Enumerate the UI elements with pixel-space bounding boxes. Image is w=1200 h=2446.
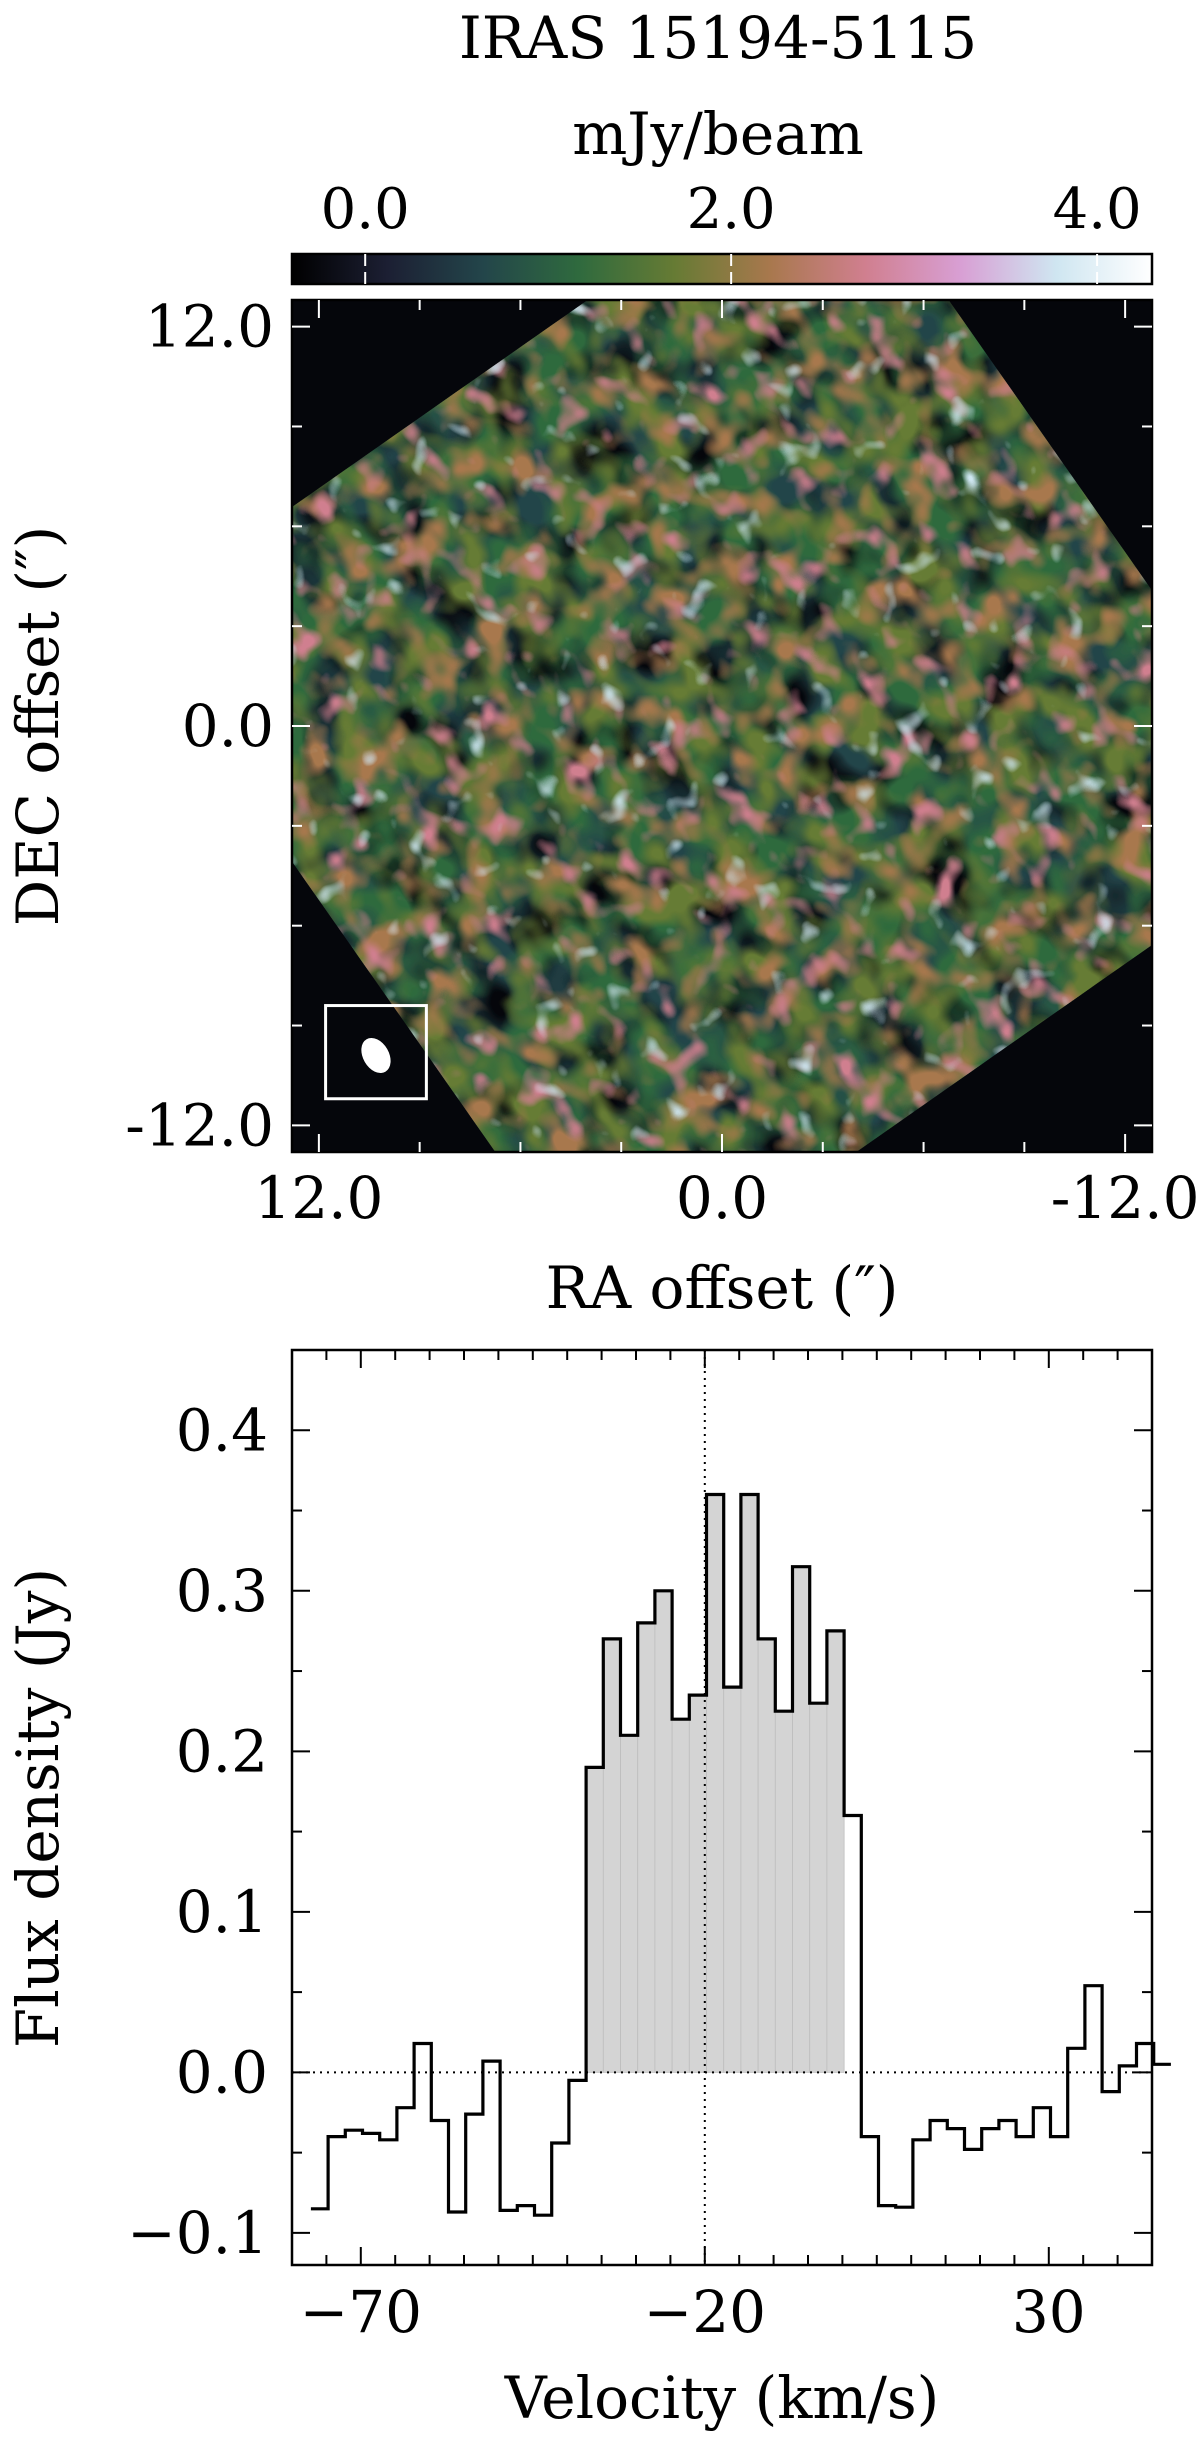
map-x-axis-label: RA offset (″) — [546, 1254, 899, 1322]
intensity-map — [292, 300, 1152, 1152]
spectrum-y-tick-label: −0.1 — [127, 2199, 268, 2267]
spectrum-y-axis-label: Flux density (Jy) — [4, 1568, 72, 2048]
spectrum-frame — [290, 1348, 1154, 2267]
spectrum-line — [310, 1492, 1171, 2217]
spectrum-x-tick-labels: −70 −20 30 — [300, 2278, 1086, 2346]
map-y-tick-label: -12.0 — [125, 1091, 274, 1159]
beam-box-frame — [324, 1004, 428, 1101]
map-x-tick-labels: 12.0 0.0 -12.0 — [254, 1164, 1199, 1232]
shaded-channel — [774, 1710, 793, 2073]
spectrum-x-tick-label: −70 — [300, 2278, 422, 2346]
shaded-channel — [723, 1686, 742, 2073]
spectrum-y-tick-labels: −0.1 0.0 0.1 0.2 0.3 0.4 — [127, 1396, 268, 2267]
colorbar — [290, 252, 1154, 286]
shaded-channel — [706, 1494, 725, 2073]
map-y-tick-label: 12.0 — [145, 293, 274, 361]
map-y-axis-label: DEC offset (″) — [4, 526, 72, 927]
shaded-channel — [671, 1718, 690, 2073]
beam-ellipse — [361, 1037, 391, 1074]
beam-box — [324, 1004, 428, 1101]
shaded-channel — [757, 1638, 776, 2073]
shaded-channel — [585, 1766, 604, 2073]
spectrum-y-tick-label: 0.4 — [176, 1396, 268, 1464]
emission-level — [292, 300, 1152, 1152]
colorbar-tick-label: 2.0 — [687, 177, 776, 242]
map-x-tick-label: 0.0 — [676, 1164, 768, 1232]
map-x-tick-label: -12.0 — [1051, 1164, 1200, 1232]
emission-layer — [292, 300, 1152, 1152]
spectrum-y-tick-label: 0.3 — [176, 1557, 268, 1625]
spectrum-y-tick-label: 0.1 — [176, 1878, 268, 1946]
shaded-channel — [809, 1702, 828, 2073]
colorbar-tick-label: 4.0 — [1053, 177, 1142, 242]
shaded-channel — [654, 1590, 673, 2073]
shaded-channel — [740, 1494, 759, 2073]
shaded-channel — [826, 1630, 845, 2073]
colorbar-tick-label: 0.0 — [321, 177, 410, 242]
spectrum-x-tick-label: −20 — [644, 2278, 766, 2346]
map-x-tick-label: 12.0 — [254, 1164, 383, 1232]
map-y-tick-labels: 12.0 0.0 -12.0 — [125, 293, 274, 1160]
spectrum-plot: −70 −20 30 −0.1 0.0 0.1 0.2 0.3 0.4 — [127, 1348, 1171, 2346]
spectrum-x-tick-label: 30 — [1012, 2278, 1086, 2346]
spectrum-x-axis-label: Velocity (km/s) — [504, 2364, 940, 2432]
map-y-tick-label: 0.0 — [182, 692, 274, 760]
spectrum-y-tick-label: 0.2 — [176, 1717, 268, 1785]
colorbar-tick-labels: 0.0 2.0 4.0 — [321, 177, 1142, 242]
shaded-channel — [637, 1622, 656, 2073]
colorbar-label: mJy/beam — [572, 100, 864, 168]
shaded-channel — [792, 1566, 811, 2073]
map-title: IRAS 15194-5115 — [459, 4, 977, 72]
shaded-channel — [620, 1734, 639, 2073]
spectrum-y-tick-label: 0.0 — [176, 2038, 268, 2106]
shaded-channel — [602, 1638, 621, 2073]
